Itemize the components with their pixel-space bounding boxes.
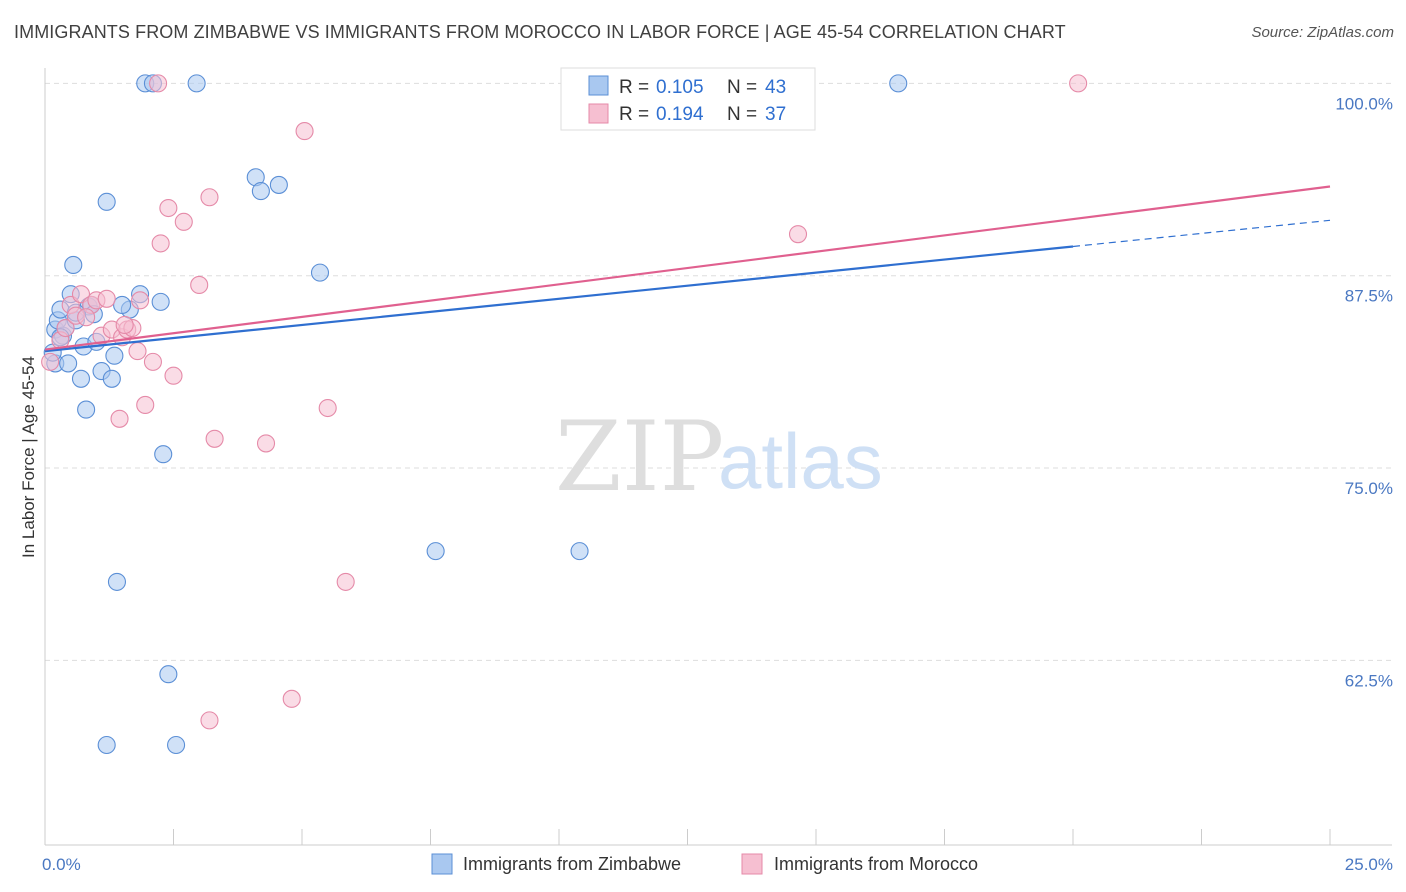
point-zimbabwe bbox=[151, 292, 170, 311]
legend-r-label-zimbabwe: R = bbox=[619, 77, 649, 98]
legend-swatch-zimbabwe bbox=[588, 75, 609, 96]
point-morocco bbox=[143, 352, 162, 371]
point-zimbabwe bbox=[159, 665, 178, 684]
watermark-zip: ZIP bbox=[555, 401, 724, 513]
point-zimbabwe bbox=[310, 263, 330, 282]
trend-line-zimbabwe bbox=[44, 245, 1074, 353]
y-tick-label: 62.5% bbox=[1345, 671, 1393, 690]
x-tick-label: 25.0% bbox=[1345, 855, 1393, 874]
point-morocco bbox=[56, 318, 75, 338]
point-morocco bbox=[131, 291, 150, 310]
bottom-legend-swatch-morocco bbox=[741, 853, 763, 875]
bottom-legend-label-morocco: Immigrants from Morocco bbox=[774, 854, 978, 874]
point-zimbabwe bbox=[187, 74, 206, 93]
point-zimbabwe bbox=[251, 182, 270, 201]
tick-labels: 100.0% 87.5% 75.0% 62.5% 0.0% 25.0% bbox=[42, 94, 1393, 874]
source-label: Source: ZipAtlas.com bbox=[1251, 24, 1394, 41]
legend-n-value-zimbabwe: 43 bbox=[765, 77, 786, 98]
point-morocco bbox=[97, 289, 116, 308]
y-tick-label: 75.0% bbox=[1345, 479, 1393, 498]
point-zimbabwe bbox=[154, 445, 173, 464]
point-morocco bbox=[256, 434, 276, 453]
point-morocco bbox=[115, 315, 134, 334]
point-morocco bbox=[151, 234, 170, 253]
point-morocco bbox=[41, 352, 60, 371]
point-zimbabwe bbox=[102, 369, 121, 388]
point-zimbabwe bbox=[107, 572, 127, 591]
point-morocco bbox=[190, 275, 209, 294]
y-tick-label: 87.5% bbox=[1345, 287, 1393, 306]
point-morocco bbox=[149, 74, 168, 93]
trend-line-zimbabwe-extension bbox=[1072, 219, 1331, 248]
point-zimbabwe bbox=[71, 369, 91, 388]
point-zimbabwe bbox=[59, 354, 78, 373]
point-zimbabwe bbox=[77, 400, 96, 419]
legend-box: R = 0.105 N = 43 R = 0.194 N = 37 bbox=[560, 67, 816, 131]
point-morocco bbox=[128, 342, 147, 361]
chart-title: IMMIGRANTS FROM ZIMBABWE VS IMMIGRANTS F… bbox=[14, 22, 1066, 42]
bottom-legend-swatch-zimbabwe bbox=[431, 853, 453, 875]
legend-n-value-morocco: 37 bbox=[765, 104, 786, 125]
point-morocco bbox=[282, 689, 301, 708]
point-morocco bbox=[136, 395, 155, 415]
point-zimbabwe bbox=[167, 735, 186, 755]
point-zimbabwe bbox=[426, 542, 445, 561]
point-zimbabwe bbox=[64, 255, 83, 274]
trend-lines bbox=[44, 185, 1331, 353]
legend-r-label-morocco: R = bbox=[619, 104, 649, 125]
data-points bbox=[41, 74, 1088, 755]
point-morocco bbox=[174, 212, 193, 231]
point-morocco bbox=[1069, 74, 1088, 93]
point-morocco bbox=[295, 122, 314, 141]
point-zimbabwe bbox=[105, 346, 124, 365]
bottom-legend: Immigrants from Zimbabwe Immigrants from… bbox=[431, 853, 978, 875]
legend-n-label-morocco: N = bbox=[727, 104, 757, 125]
watermark-atlas: atlas bbox=[718, 417, 883, 505]
y-axis-label: In Labor Force | Age 45-54 bbox=[19, 356, 38, 558]
legend-r-value-zimbabwe: 0.105 bbox=[656, 77, 704, 98]
point-morocco bbox=[164, 366, 183, 385]
y-tick-label: 100.0% bbox=[1335, 94, 1393, 113]
watermark: ZIP atlas bbox=[555, 401, 883, 513]
axes bbox=[44, 68, 1392, 846]
legend-n-label-zimbabwe: N = bbox=[727, 77, 757, 98]
point-zimbabwe bbox=[113, 295, 132, 314]
point-morocco bbox=[77, 308, 96, 327]
point-morocco bbox=[159, 198, 178, 218]
point-zimbabwe bbox=[97, 735, 116, 755]
grid-lines bbox=[45, 82, 1392, 661]
legend-swatch-morocco bbox=[588, 103, 609, 124]
point-zimbabwe bbox=[269, 175, 288, 194]
bottom-legend-label-zimbabwe: Immigrants from Zimbabwe bbox=[463, 854, 681, 874]
point-morocco bbox=[318, 398, 337, 418]
point-zimbabwe bbox=[570, 542, 589, 561]
legend-r-value-morocco: 0.194 bbox=[656, 104, 704, 125]
x-tick-label: 0.0% bbox=[42, 855, 81, 874]
point-zimbabwe bbox=[97, 192, 116, 211]
point-morocco bbox=[205, 429, 224, 448]
point-morocco bbox=[788, 225, 808, 244]
point-zimbabwe bbox=[889, 74, 908, 93]
point-morocco bbox=[110, 409, 129, 428]
point-morocco bbox=[336, 572, 355, 591]
trend-line-morocco bbox=[44, 185, 1331, 351]
point-morocco bbox=[200, 711, 219, 730]
point-morocco bbox=[200, 188, 219, 207]
